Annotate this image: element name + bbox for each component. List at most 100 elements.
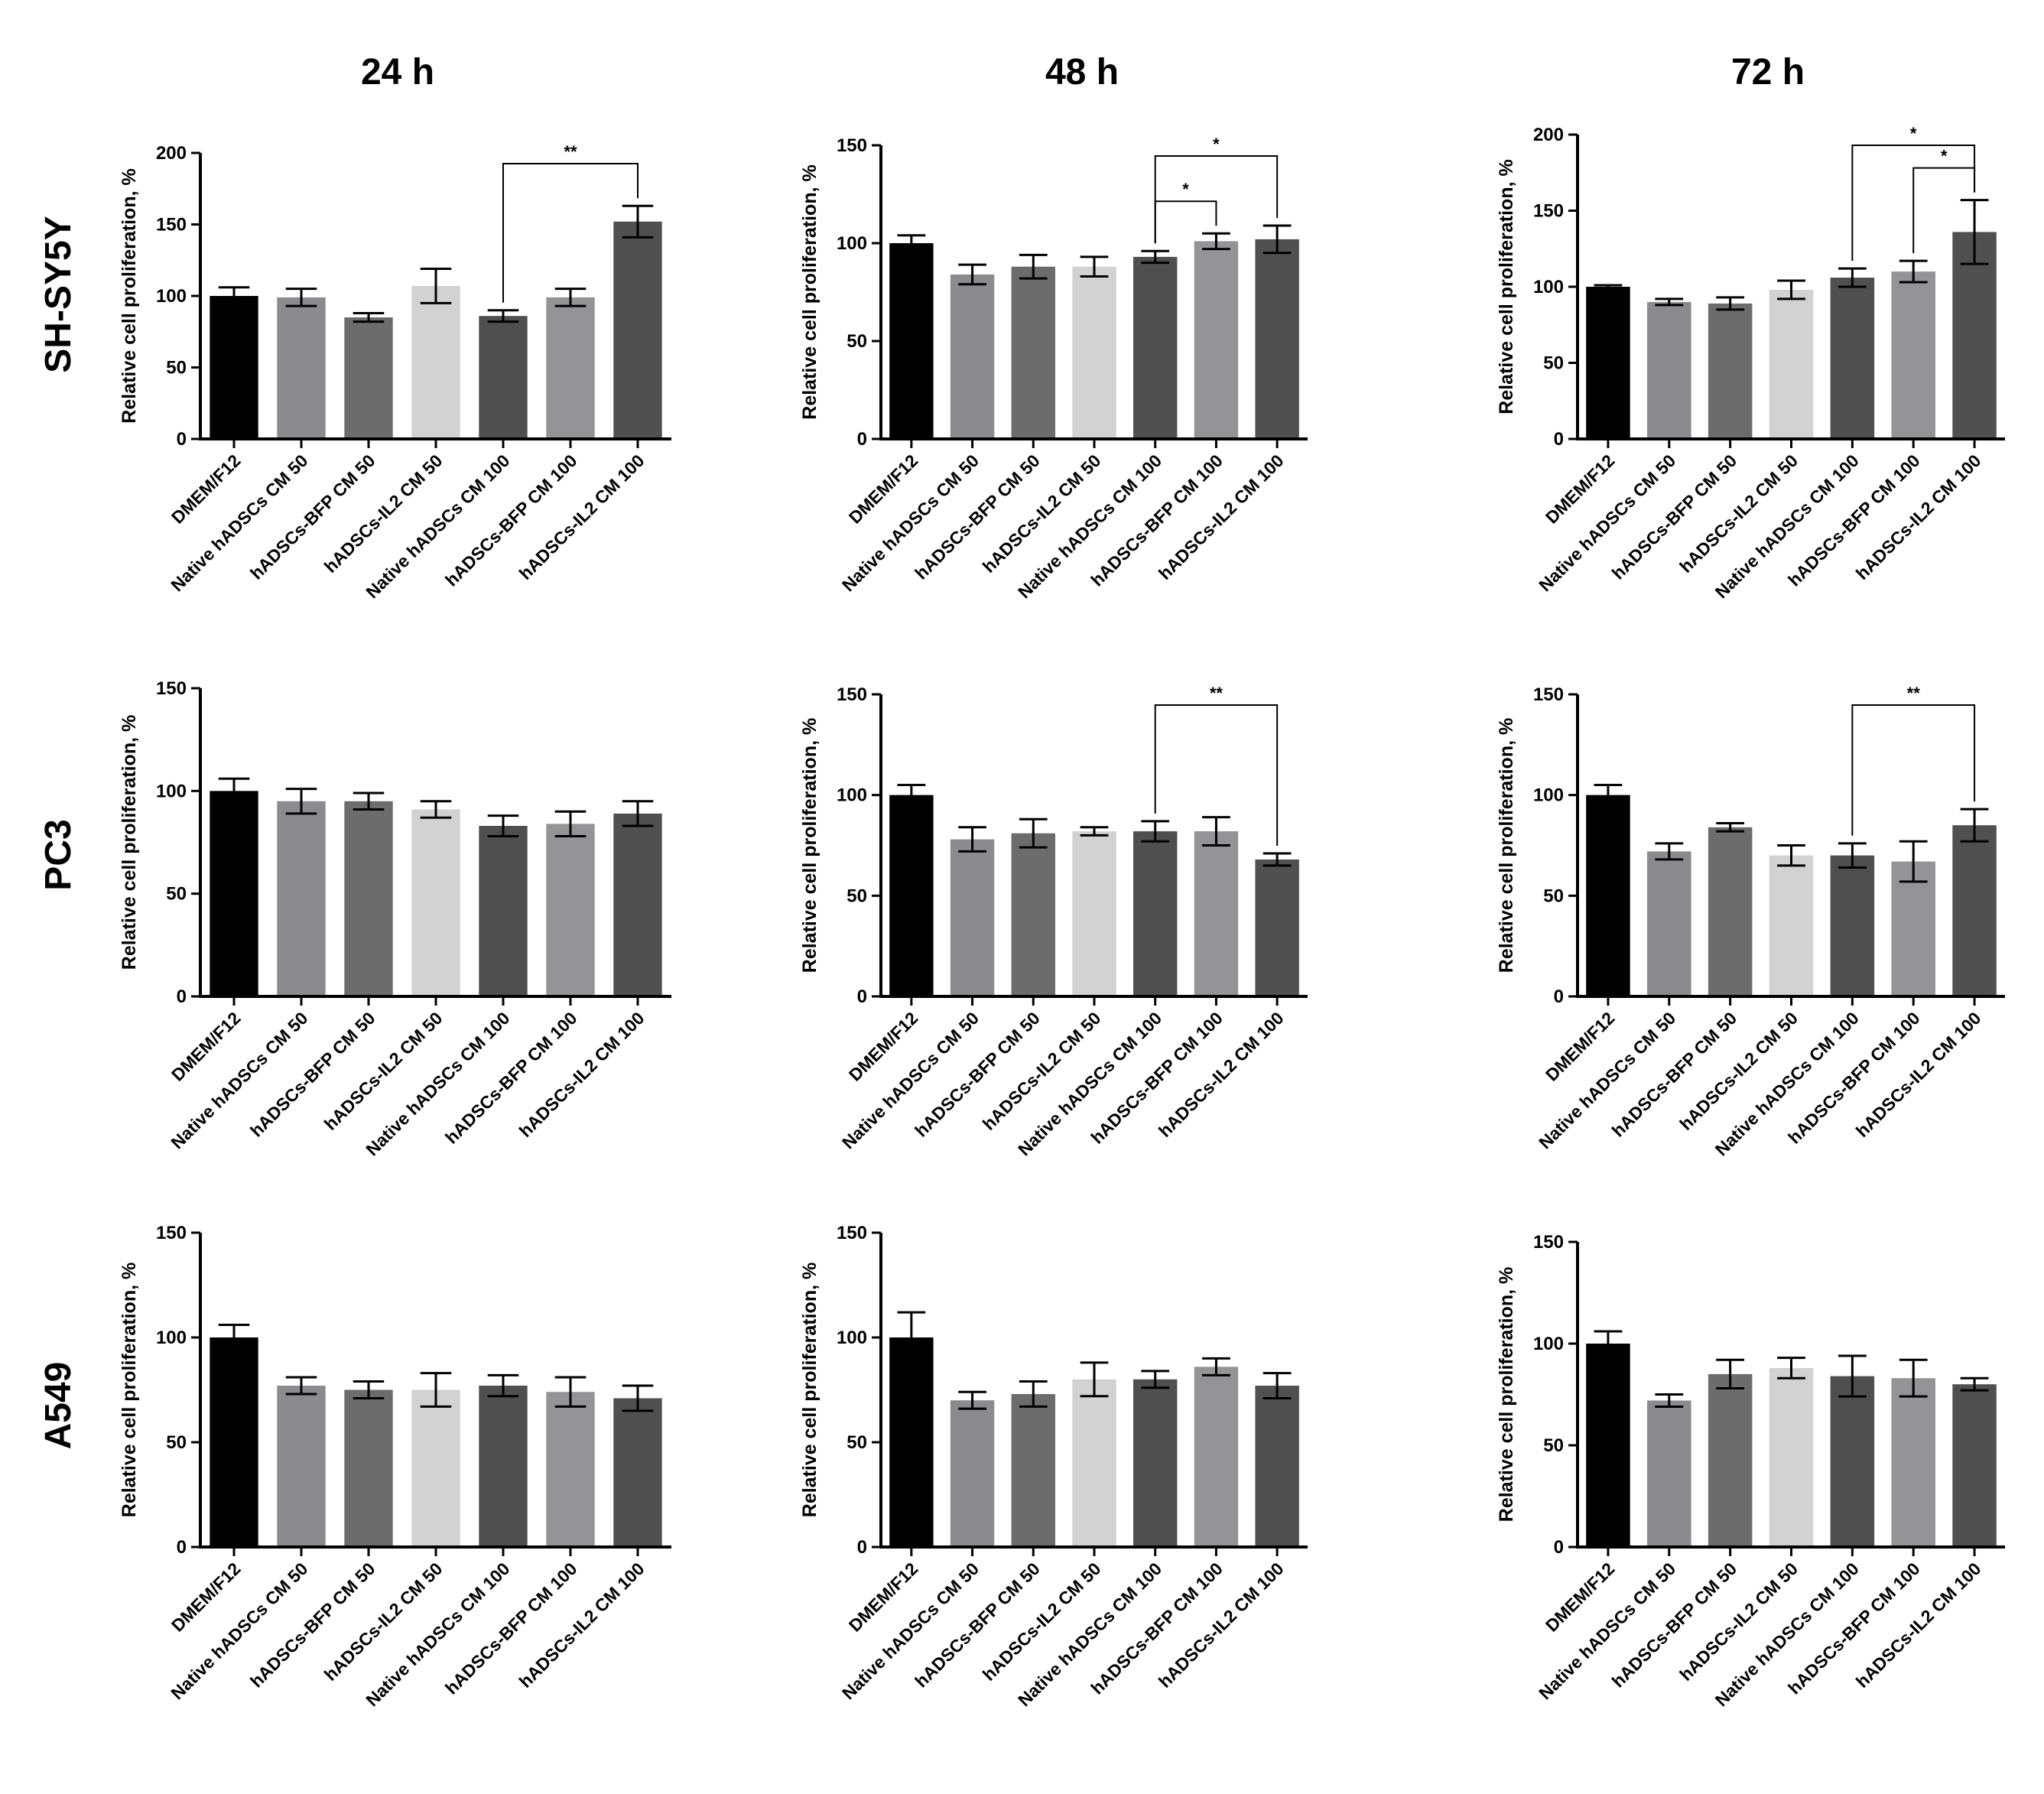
- bar: [1011, 266, 1055, 439]
- significance-bracket: [1154, 704, 1279, 847]
- bar: [277, 1386, 326, 1547]
- bar: [277, 297, 326, 439]
- x-tick-label: hADSCs-IL2 CM 50: [979, 450, 1105, 577]
- bar: [479, 316, 528, 439]
- x-tick-label: Native hADSCs CM 50: [167, 450, 311, 595]
- x-tick-label: Native hADSCs CM 50: [167, 1558, 311, 1703]
- bar: [1011, 1393, 1055, 1547]
- y-tick-label: 0: [1554, 1537, 1564, 1558]
- y-tick-label: 100: [1533, 785, 1564, 806]
- bar: [411, 285, 460, 439]
- bar: [1769, 289, 1814, 439]
- significance-bracket: [1154, 155, 1279, 244]
- y-tick-label: 150: [837, 1223, 867, 1243]
- x-tick-label: hADSCs-IL2 CM 100: [515, 450, 648, 583]
- bar: [1586, 287, 1630, 439]
- bar: [277, 801, 326, 996]
- significance-label: *: [1182, 180, 1189, 199]
- y-tick-label: 150: [837, 135, 867, 156]
- bar: [1255, 239, 1299, 439]
- bar: [1952, 1384, 1997, 1547]
- significance-bracket: [1154, 200, 1217, 244]
- bar: [889, 1337, 934, 1547]
- significance-bracket: [1851, 145, 1976, 262]
- y-axis-label: Relative cell proliferation, %: [799, 718, 821, 973]
- x-tick-label: hADSCs-IL2 CM 50: [1675, 1008, 1802, 1134]
- y-tick-label: 50: [166, 1432, 187, 1453]
- x-tick-label: hADSCs-BFP CM 50: [246, 1008, 379, 1141]
- bar: [1072, 831, 1116, 996]
- x-tick-label: hADSCs-IL2 CM 50: [1675, 1558, 1802, 1685]
- significance-bracket: [1851, 704, 1976, 836]
- bar: [1769, 855, 1814, 996]
- row-title-a549: A549: [38, 1362, 79, 1450]
- y-axis-label: Relative cell proliferation, %: [1496, 1267, 1517, 1522]
- bar: [344, 317, 393, 439]
- x-tick-label: hADSCs-BFP CM 100: [441, 1558, 581, 1698]
- column-title-48h: 48 h: [1045, 52, 1119, 93]
- y-tick-label: 200: [1533, 125, 1564, 145]
- bar: [546, 297, 595, 439]
- y-tick-label: 0: [177, 986, 187, 1007]
- y-tick-label: 200: [156, 143, 187, 164]
- y-tick-label: 0: [857, 1537, 867, 1558]
- bar: [1586, 795, 1630, 996]
- bar: [1072, 266, 1116, 439]
- y-tick-label: 50: [166, 884, 187, 905]
- y-tick-label: 50: [847, 1432, 867, 1453]
- chart-panel: Relative cell proliferation, %050100150D…: [799, 1223, 1308, 1710]
- bar: [1133, 1379, 1178, 1547]
- y-tick-label: 150: [156, 678, 187, 699]
- bar: [546, 824, 595, 996]
- bar: [479, 1386, 528, 1547]
- bar: [210, 296, 258, 439]
- x-tick-label: hADSCs-IL2 CM 50: [320, 450, 447, 577]
- y-tick-label: 0: [857, 986, 867, 1007]
- x-tick-label: hADSCs-IL2 CM 50: [320, 1558, 447, 1685]
- x-tick-label: hADSCs-IL2 CM 50: [979, 1008, 1105, 1134]
- x-tick-label: hADSCs-IL2 CM 100: [1852, 450, 1985, 583]
- y-tick-label: 100: [156, 286, 187, 307]
- y-tick-label: 50: [1543, 353, 1564, 374]
- x-tick-label: hADSCs-IL2 CM 50: [1675, 450, 1802, 577]
- bar: [889, 243, 934, 439]
- significance-label: **: [1210, 684, 1223, 703]
- bar: [411, 809, 460, 996]
- column-title-72h: 72 h: [1731, 52, 1805, 93]
- x-tick-label: hADSCs-IL2 CM 50: [320, 1008, 447, 1134]
- chart-panel: Relative cell proliferation, %050100150D…: [1496, 1232, 2005, 1710]
- chart-panel: Relative cell proliferation, %050100150D…: [799, 684, 1308, 1159]
- bar: [344, 1389, 393, 1547]
- chart-panel: Relative cell proliferation, % 0 50 100 150 2…: [119, 142, 671, 602]
- x-tick-label: hADSCs-IL2 CM 100: [515, 1558, 648, 1692]
- y-tick-label: 100: [156, 1328, 187, 1348]
- bar: [950, 274, 995, 439]
- y-tick-label: 0: [1554, 986, 1564, 1007]
- x-tick-label: hADSCs-IL2 CM 100: [1155, 1558, 1288, 1692]
- bar: [1708, 303, 1753, 439]
- bar: [1708, 827, 1753, 996]
- y-axis-label: Relative cell proliferation, %: [799, 164, 821, 419]
- y-tick-label: 150: [1533, 684, 1564, 705]
- significance-bracket: [502, 163, 639, 303]
- x-tick-label: hADSCs-BFP CM 100: [441, 450, 581, 590]
- y-tick-label: 0: [857, 429, 867, 450]
- bar: [950, 839, 995, 996]
- x-tick-label: hADSCs-BFP CM 100: [441, 1008, 581, 1148]
- chart-panels: Relative cell proliferation, % 0 50 100 150 2…: [119, 124, 2005, 1710]
- y-tick-label: 150: [1533, 1232, 1564, 1253]
- bar: [1952, 825, 1997, 996]
- y-tick-label: 150: [156, 1223, 187, 1243]
- x-tick-label: hADSCs-IL2 CM 100: [1852, 1008, 1985, 1141]
- y-axis-label: Relative cell proliferation, %: [1496, 718, 1517, 973]
- bar: [411, 1389, 460, 1547]
- chart-panel: Relative cell proliferation, %050100150D…: [1496, 684, 2005, 1159]
- significance-label: *: [1213, 135, 1220, 154]
- bar: [1586, 1344, 1630, 1547]
- bar: [950, 1400, 995, 1547]
- y-tick-label: 50: [166, 358, 187, 379]
- y-axis-label: Relative cell proliferation, %: [119, 1263, 140, 1517]
- x-tick-label: hADSCs-BFP CM 50: [246, 1558, 379, 1692]
- y-tick-label: 100: [837, 233, 867, 254]
